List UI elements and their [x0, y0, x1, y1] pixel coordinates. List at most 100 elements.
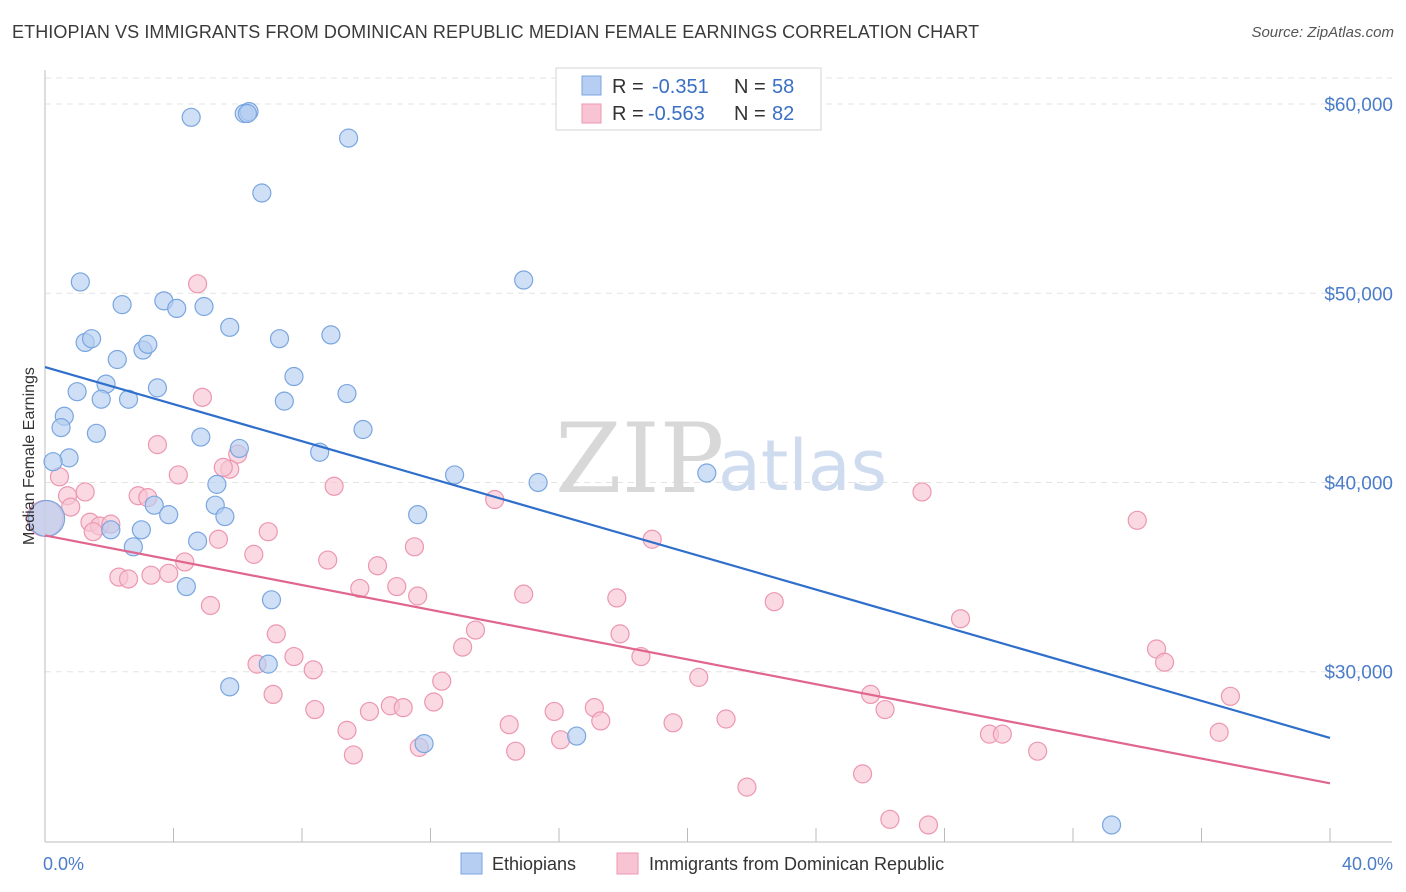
point-dominican	[244, 544, 264, 564]
point-dominican	[393, 698, 413, 718]
point-dominican	[663, 713, 683, 733]
point-dominican	[359, 701, 380, 722]
y-tick-label: $50,000	[1324, 284, 1393, 305]
x-tick-label-end: 40.0%	[1342, 854, 1393, 874]
point-dominican	[266, 624, 286, 644]
point-dominican	[1127, 510, 1147, 530]
stats-legend-box: R = -0.351 N = 58 R = -0.563 N = 82	[555, 67, 822, 131]
point-dominican	[200, 595, 221, 616]
point-ethiopians	[528, 472, 548, 493]
point-ethiopians	[237, 103, 257, 124]
stat-r-value-1: -0.351	[652, 76, 709, 98]
point-dominican	[75, 482, 95, 502]
point-ethiopians	[176, 576, 196, 597]
point-dominican	[61, 497, 81, 517]
point-dominican	[610, 624, 630, 644]
stat-n-label-1: N =	[734, 76, 766, 98]
chart-title: ETHIOPIAN VS IMMIGRANTS FROM DOMINICAN R…	[12, 22, 980, 42]
trendline-dominican	[44, 534, 1331, 785]
stat-r-label-2: R =	[612, 103, 644, 125]
point-dominican	[880, 809, 900, 829]
trendlines	[44, 366, 1331, 785]
point-dominican	[912, 482, 932, 502]
axes	[44, 70, 1392, 843]
point-dominican	[284, 646, 304, 667]
point-dominican	[918, 815, 939, 835]
point-dominican	[192, 387, 213, 407]
point-ethiopians	[138, 334, 158, 354]
point-dominican	[208, 529, 229, 549]
y-tick-label: $40,000	[1324, 473, 1393, 494]
point-dominican	[424, 692, 444, 712]
point-dominican	[83, 522, 103, 542]
source-credit: Source: ZipAtlas.com	[1251, 24, 1394, 41]
point-ethiopians	[220, 677, 240, 697]
point-ethiopians	[81, 329, 102, 349]
point-ethiopians	[284, 366, 304, 387]
point-dominican	[544, 701, 564, 722]
series-dominican-points	[26, 274, 1241, 835]
point-ethiopians	[43, 452, 63, 472]
point-dominican	[875, 699, 895, 720]
point-ethiopians	[59, 448, 79, 468]
tick-labels: $30,000 $40,000 $50,000 $60,000 0.0% 40.0%	[43, 95, 1393, 874]
point-ethiopians	[194, 296, 214, 317]
point-dominican	[387, 576, 407, 597]
point-ethiopians	[269, 329, 290, 349]
bottom-legend: Ethiopians Immigrants from Dominican Rep…	[460, 852, 944, 875]
point-ethiopians	[207, 474, 227, 494]
point-dominican	[992, 724, 1012, 744]
point-dominican	[305, 699, 325, 720]
point-dominican	[852, 764, 873, 784]
point-ethiopians	[337, 383, 357, 404]
point-dominican	[514, 584, 534, 604]
point-dominican	[367, 556, 388, 576]
point-ethiopians	[274, 391, 294, 411]
point-ethiopians	[258, 654, 278, 674]
point-ethiopians	[414, 734, 434, 754]
point-dominican	[950, 609, 971, 629]
point-dominican	[432, 671, 452, 691]
point-dominican	[159, 563, 179, 583]
point-dominican	[642, 529, 662, 549]
point-dominican	[506, 741, 526, 761]
stat-n-label-2: N =	[734, 103, 766, 125]
stat-swatch-pink	[581, 103, 602, 124]
point-ethiopians	[220, 317, 240, 337]
point-ethiopians	[252, 183, 272, 203]
legend-swatch-dominican	[616, 852, 639, 875]
point-dominican	[1154, 652, 1175, 672]
point-dominican	[465, 620, 486, 640]
point-dominican	[168, 465, 188, 485]
legend-label-ethiopians: Ethiopians	[492, 854, 576, 874]
watermark: ZIP atlas	[555, 403, 887, 515]
point-dominican	[258, 522, 278, 542]
legend-swatch-ethiopians	[460, 852, 483, 875]
point-ethiopians	[408, 505, 428, 525]
point-ethiopians	[67, 382, 87, 402]
point-dominican	[213, 457, 233, 477]
point-dominican	[141, 565, 161, 585]
point-ethiopians	[144, 495, 164, 515]
y-tick-label: $30,000	[1324, 663, 1393, 684]
point-dominican	[551, 730, 571, 750]
point-dominican	[607, 588, 627, 608]
y-axis-label: Median Female Earnings	[21, 367, 38, 545]
point-dominican	[337, 720, 357, 740]
watermark-zip: ZIP	[555, 403, 724, 515]
point-dominican	[303, 660, 323, 680]
point-ethiopians	[101, 520, 121, 540]
x-tick-label-start: 0.0%	[43, 854, 84, 874]
point-dominican	[263, 684, 283, 705]
point-dominican	[350, 578, 370, 599]
point-dominican	[716, 709, 736, 729]
y-tick-label: $60,000	[1324, 95, 1393, 116]
point-dominican	[737, 777, 757, 797]
point-dominican	[1028, 741, 1048, 761]
point-ethiopians	[107, 349, 127, 370]
point-ethiopians	[1101, 815, 1122, 835]
stat-n-value-1: 58	[772, 76, 794, 98]
gridlines	[45, 77, 1392, 673]
trendline-ethiopians	[44, 366, 1331, 739]
point-ethiopians	[444, 465, 465, 485]
